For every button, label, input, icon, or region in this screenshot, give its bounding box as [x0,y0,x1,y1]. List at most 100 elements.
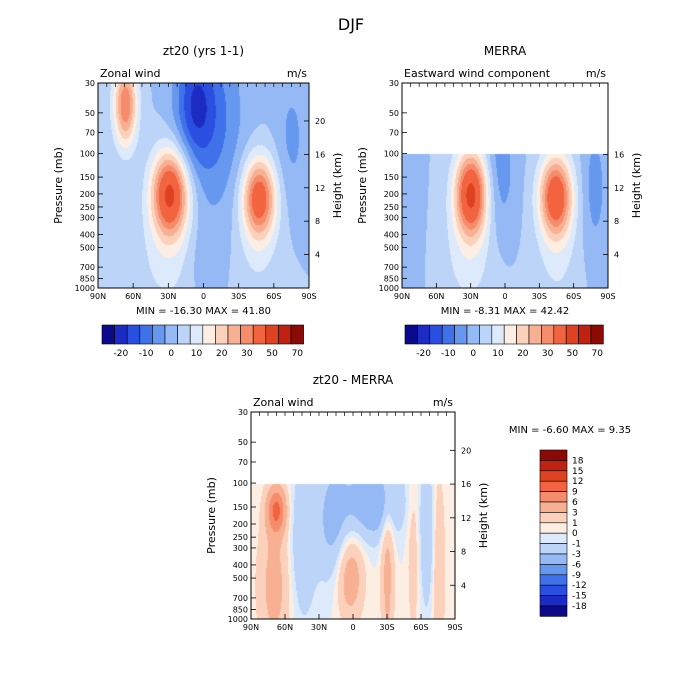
colorbar-label: -1 [572,540,581,550]
x-tick-label: 30N [311,623,327,632]
colorbar-swatch [565,324,579,345]
height-tick-label: 4 [461,581,466,590]
colorbar-swatch [541,324,555,345]
colorbar-label: -12 [572,581,587,591]
y-tick-label: 1000 [75,284,95,293]
y-tick-label: 150 [80,173,95,182]
colorbar-swatch [177,324,191,345]
y-tick-label: 70 [389,129,399,138]
x-tick-label: 90S [600,292,615,301]
colorbar-swatch [441,324,455,345]
colorbar-label: 18 [572,456,584,466]
height-tick-label: 20 [461,446,471,455]
y-tick-label: 30 [85,79,95,88]
y-tick-label: 700 [384,263,399,272]
y-tick-label: 400 [80,230,95,239]
reanalysis-field [402,83,608,288]
y-tick-label: 200 [233,520,248,529]
reanalysis-ylabel: Pressure (mb) [356,147,369,224]
y-tick-label: 150 [233,503,248,512]
height-tick-label: 12 [315,184,325,193]
colorbar-swatch [539,470,568,482]
figure-title: DJF [338,15,364,34]
x-tick-label: 60N [428,292,444,301]
x-tick-label: 90N [394,292,410,301]
colorbar-swatch [539,522,568,534]
colorbar-label: 50 [266,349,278,359]
x-tick-label: 30N [160,292,176,301]
colorbar-label: 10 [492,349,504,359]
colorbar-swatch [101,324,115,345]
height-tick-label: 8 [461,548,466,557]
model-left-label: Zonal wind [100,67,161,80]
x-tick-label: 0 [201,292,206,301]
difference-stats: MIN = -6.60 MAX = 9.35 [509,425,631,436]
colorbar-swatch [539,574,568,586]
y-tick-label: 700 [80,263,95,272]
x-tick-label: 90S [301,292,316,301]
y-tick-label: 300 [384,214,399,223]
y-tick-label: 1000 [228,615,248,624]
difference-left-label: Zonal wind [253,396,314,409]
colorbar-label: 30 [542,349,554,359]
colorbar-label: -10 [441,349,456,359]
colorbar-swatch [539,480,568,492]
difference-title: zt20 - MERRA [313,373,394,387]
height-tick-label: 20 [315,117,325,126]
height-tick-label: 8 [614,217,619,226]
y-tick-label: 300 [80,214,95,223]
y-tick-label: 100 [384,149,399,158]
colorbar-swatch [528,324,542,345]
reanalysis-units: m/s [586,67,606,80]
x-tick-label: 90S [447,623,462,632]
height-tick-label: 16 [315,150,325,159]
colorbar-swatch [503,324,517,345]
colorbar-label: -6 [572,560,581,570]
reanalysis-stats: MIN = -8.31 MAX = 42.42 [441,306,570,317]
x-tick-label: 30S [379,623,394,632]
colorbar-label: -20 [114,349,129,359]
model-units: m/s [287,67,307,80]
y-tick-label: 500 [80,243,95,252]
model-panel: zt20 (yrs 1-1)Zonal wind m/s 30 50 70 100 150 2… [52,44,344,301]
model-stats: MIN = -16.30 MAX = 41.80 [136,306,271,317]
colorbar-swatch [539,584,568,596]
x-tick-label: 90N [243,623,259,632]
y-tick-label: 50 [389,109,399,118]
y-tick-label: 100 [80,149,95,158]
y-tick-label: 150 [384,173,399,182]
model-field [98,83,309,288]
model-ylabel-right: Height (km) [331,153,344,219]
x-tick-label: 60S [566,292,581,301]
colorbar-swatch [479,324,493,345]
colorbar-label: 12 [572,477,583,487]
colorbar-label: 3 [572,508,578,518]
y-tick-label: 250 [233,533,248,542]
colorbar-label: -20 [416,349,431,359]
colorbar-label: 6 [572,498,578,508]
colorbar-label: -15 [572,592,587,602]
colorbar-swatch [252,324,267,345]
colorbar-label: 50 [567,349,579,359]
colorbar-swatch [590,324,604,345]
colorbar-swatch [539,532,568,544]
colorbar-swatch [539,553,568,565]
colorbar-label: 0 [168,349,174,359]
colorbar-label: -18 [572,602,587,612]
difference-ylabel: Pressure (mb) [205,477,218,554]
x-tick-label: 60N [125,292,141,301]
x-tick-label: 60S [413,623,428,632]
x-tick-label: 30S [231,292,246,301]
y-tick-label: 100 [233,479,248,488]
colorbar-swatch [454,324,468,345]
y-tick-label: 400 [233,561,248,570]
colorbar-swatch [539,543,568,555]
y-tick-label: 200 [384,190,399,199]
x-tick-label: 90N [90,292,106,301]
colorbar-swatch [491,324,505,345]
y-tick-label: 50 [85,109,95,118]
height-tick-label: 8 [315,217,320,226]
colorbar-label: 10 [191,349,203,359]
